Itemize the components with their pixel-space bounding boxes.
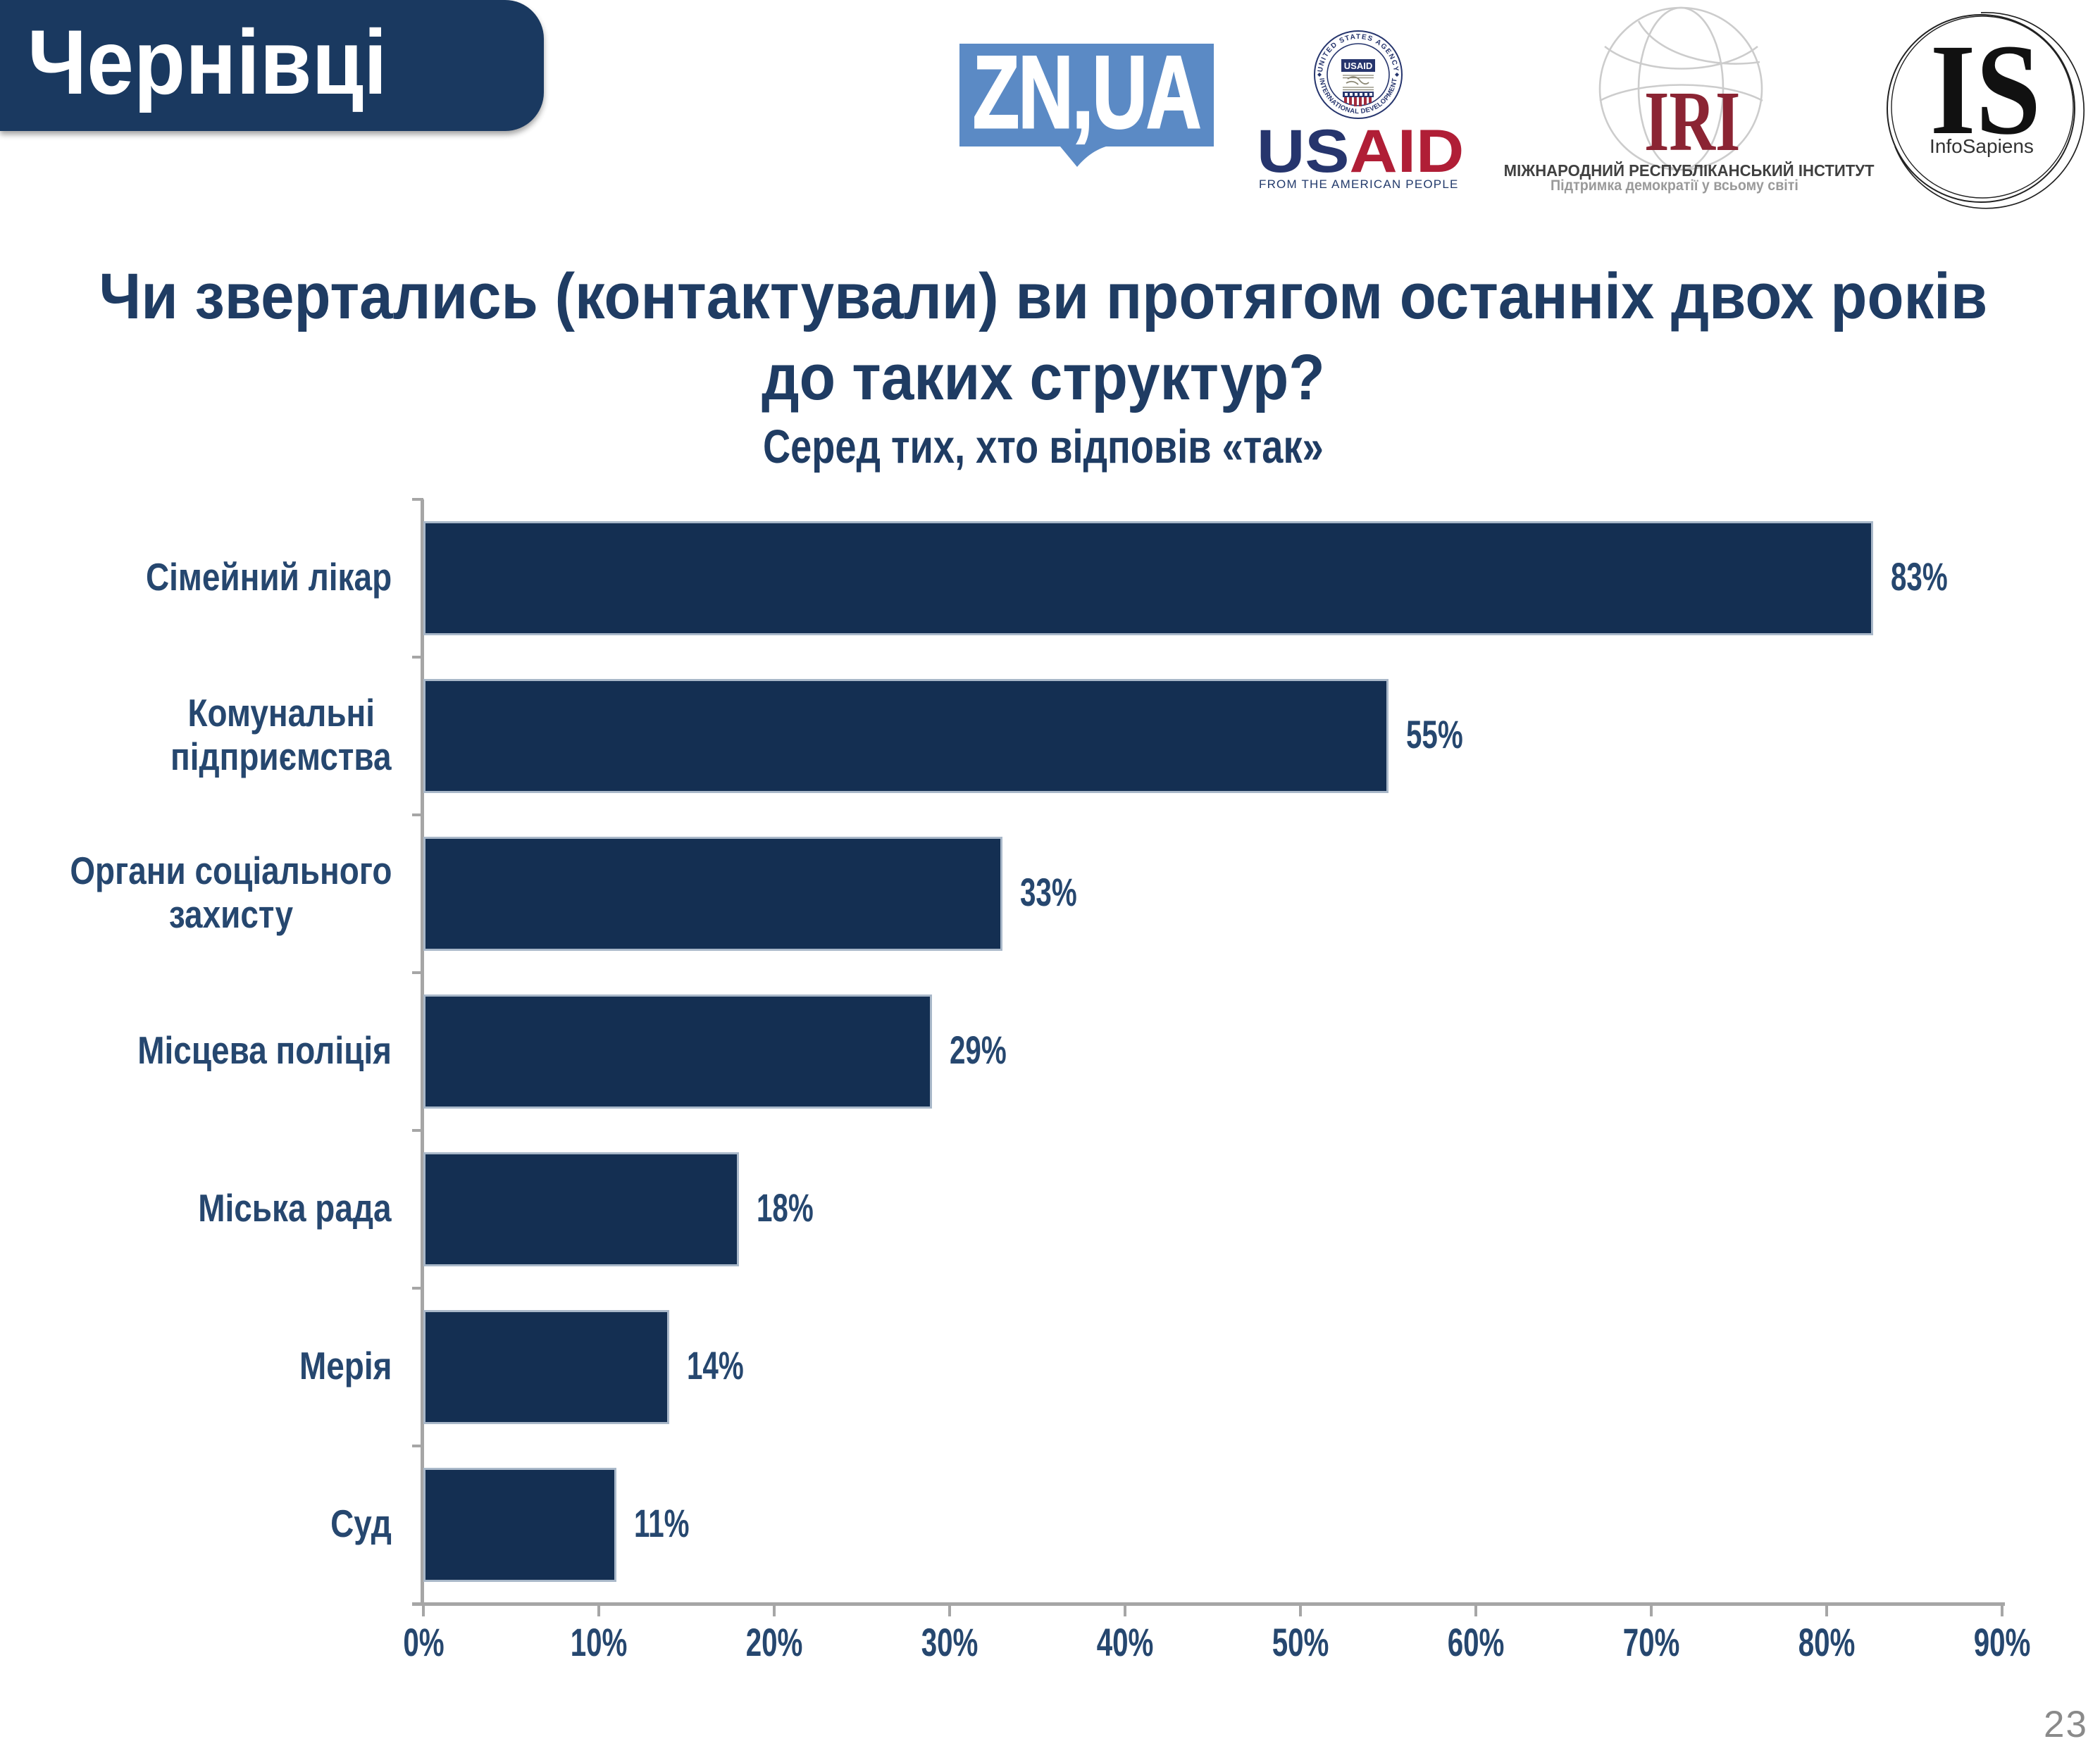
svg-text:USAID: USAID <box>1344 61 1372 71</box>
